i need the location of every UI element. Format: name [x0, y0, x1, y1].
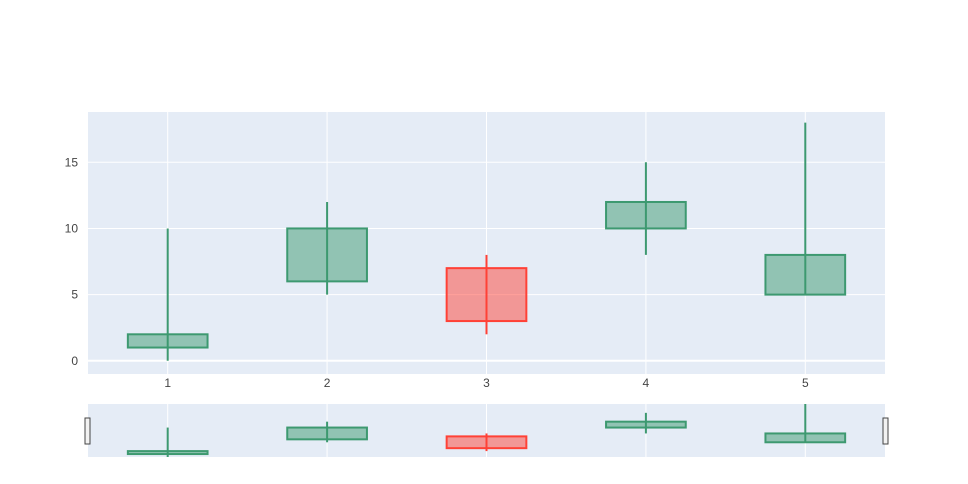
- rangeslider-candle-body: [126, 450, 209, 456]
- rangeslider-candle-body: [286, 426, 368, 441]
- y-tick-label: 5: [71, 288, 78, 302]
- rangeslider-candle[interactable]: [445, 433, 528, 452]
- main-candle[interactable]: [445, 254, 528, 335]
- rangeslider-candle[interactable]: [605, 412, 687, 434]
- x-axis-ticks: 1 2 3 4 5: [164, 376, 809, 390]
- main-candle-body: [445, 267, 528, 323]
- y-tick-label: 15: [65, 155, 79, 169]
- x-tick-label: 1: [164, 376, 171, 390]
- rangeslider-candle[interactable]: [126, 427, 209, 457]
- main-candle-body: [286, 227, 368, 283]
- main-candle[interactable]: [286, 201, 368, 295]
- x-tick-label: 4: [643, 376, 650, 390]
- y-tick-label: 10: [65, 221, 79, 235]
- x-tick-label: 5: [802, 376, 809, 390]
- rangeslider-candle[interactable]: [286, 421, 368, 443]
- rangeslider-candle-body: [764, 432, 847, 444]
- rangeslider-candle-body: [445, 435, 528, 450]
- rangeslider-candle[interactable]: [764, 404, 847, 444]
- main-candles: [126, 122, 847, 361]
- main-candle-body: [764, 253, 847, 296]
- main-candle[interactable]: [764, 122, 847, 296]
- y-axis-ticks: 0 5 10 15: [65, 155, 79, 367]
- main-candle[interactable]: [126, 228, 209, 361]
- main-candle-body: [126, 333, 209, 349]
- rangeslider-left-handle[interactable]: [84, 417, 91, 445]
- x-tick-label: 3: [483, 376, 490, 390]
- main-candle[interactable]: [605, 162, 687, 255]
- rangeslider-candle-body: [605, 420, 687, 429]
- rangeslider-candles: [126, 404, 847, 457]
- main-candle-body: [605, 200, 687, 230]
- x-tick-label: 2: [324, 376, 331, 390]
- rangeslider-right-handle[interactable]: [882, 417, 889, 445]
- y-tick-label: 0: [71, 354, 78, 368]
